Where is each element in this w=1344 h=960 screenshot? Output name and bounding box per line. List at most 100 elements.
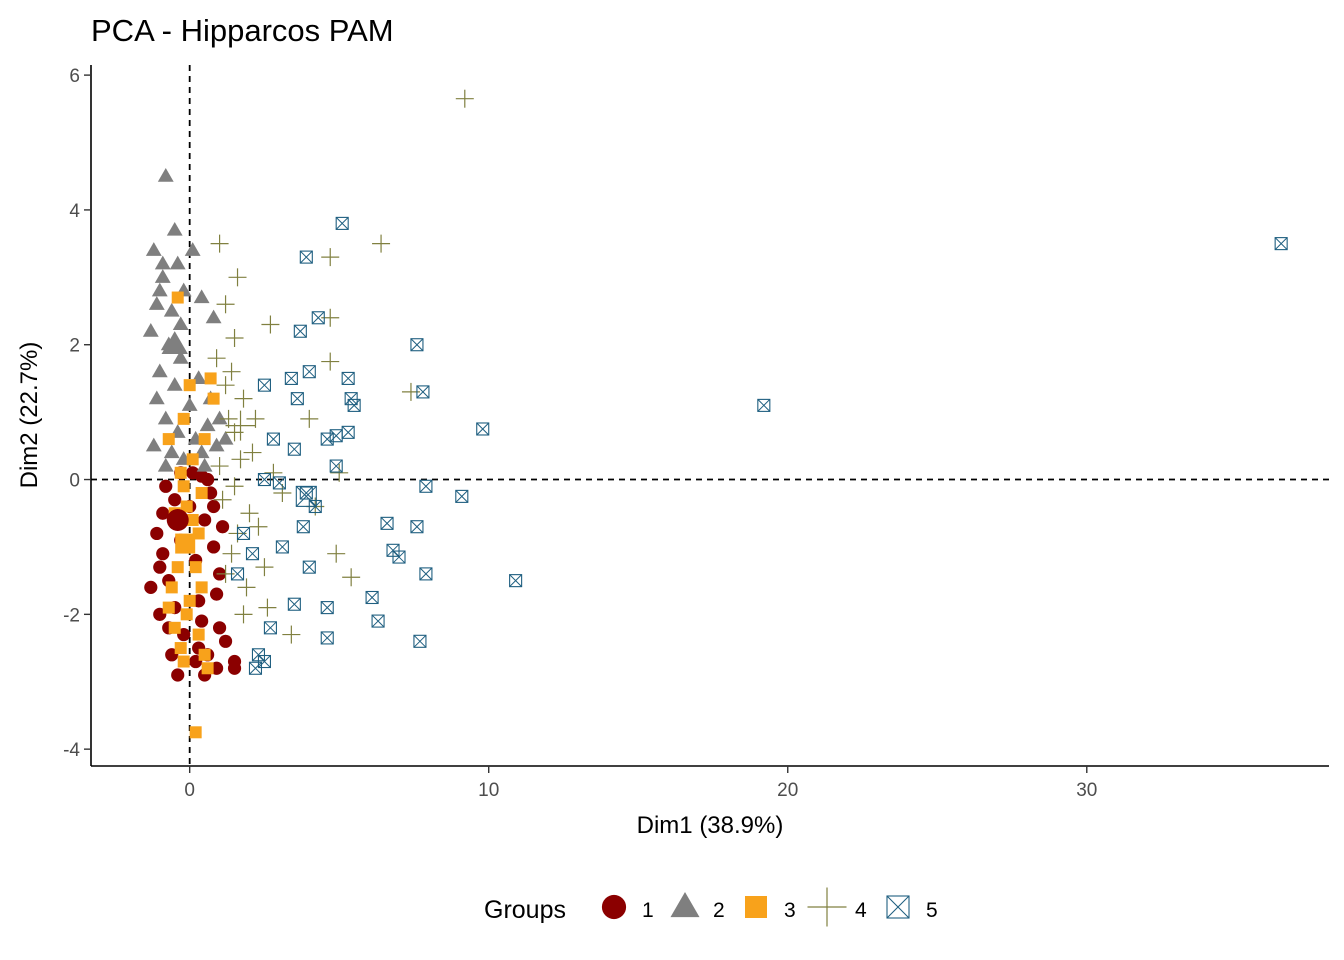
data-point	[174, 642, 187, 655]
series-group-3	[162, 291, 220, 739]
x-tick-label: 20	[777, 780, 798, 801]
data-point	[330, 463, 349, 482]
data-point	[416, 385, 430, 399]
legend-label: 4	[855, 899, 867, 922]
y-tick-label: -4	[63, 740, 80, 761]
x-tick-label: 0	[184, 780, 195, 801]
data-point	[198, 648, 211, 661]
legend-key	[886, 895, 910, 919]
centroid-marker	[161, 331, 188, 354]
data-point	[216, 295, 235, 314]
legend-key	[670, 891, 700, 918]
data-point	[199, 417, 216, 432]
data-point	[290, 392, 304, 406]
legend-label: 3	[784, 899, 796, 922]
data-point	[171, 668, 185, 682]
data-point	[321, 352, 340, 371]
data-point	[148, 390, 165, 405]
data-point	[321, 248, 340, 267]
data-point	[166, 376, 183, 391]
data-point	[210, 457, 229, 476]
data-point	[347, 398, 361, 412]
centroid-marker	[295, 485, 317, 507]
y-tick-label: 6	[69, 66, 80, 87]
y-tick-label: 0	[69, 471, 80, 492]
data-point	[311, 311, 325, 325]
data-point	[365, 590, 379, 605]
data-point	[159, 479, 173, 493]
data-point	[257, 378, 271, 392]
data-point	[165, 581, 178, 594]
data-point	[154, 269, 171, 283]
centroid-marker	[225, 410, 256, 441]
data-point	[341, 425, 355, 439]
series-group-5	[230, 216, 1288, 675]
group-centroids	[161, 331, 317, 554]
data-point	[201, 662, 214, 675]
data-point	[225, 328, 244, 347]
data-point	[225, 477, 244, 496]
data-point	[327, 544, 346, 563]
data-point	[299, 250, 313, 264]
data-point	[207, 349, 226, 368]
data-point	[320, 631, 334, 645]
data-point	[329, 459, 343, 473]
data-point	[192, 527, 205, 540]
data-point	[183, 594, 196, 607]
data-point	[261, 315, 280, 334]
data-point	[172, 350, 189, 364]
data-point	[231, 450, 250, 469]
series-group-4	[207, 89, 474, 644]
y-axis-title: Dim2 (22.7%)	[16, 342, 43, 489]
y-tick-label: -2	[63, 605, 80, 626]
data-point	[372, 234, 391, 253]
data-point	[157, 410, 174, 425]
data-point	[419, 567, 433, 581]
data-point	[163, 444, 180, 459]
x-axis-ticks: 0 10 20 30	[184, 766, 1097, 801]
data-point	[177, 655, 190, 668]
data-point	[272, 476, 286, 490]
data-point	[222, 544, 241, 563]
data-point	[156, 547, 170, 561]
data-point	[205, 309, 222, 324]
data-point	[195, 581, 208, 594]
data-point	[249, 517, 268, 536]
data-point	[371, 614, 385, 628]
data-point	[240, 504, 259, 523]
data-point	[151, 363, 168, 378]
data-point	[342, 568, 361, 587]
data-point	[287, 597, 301, 611]
data-point	[335, 216, 349, 230]
data-point	[222, 362, 241, 381]
data-point	[410, 338, 424, 352]
data-point	[172, 316, 189, 331]
data-point	[168, 621, 181, 634]
data-point	[419, 479, 433, 493]
legend: Groups 1 2 3 4 5	[484, 887, 938, 927]
data-point	[455, 89, 474, 108]
data-point	[196, 457, 213, 472]
y-tick-label: 4	[69, 201, 80, 222]
x-tick-label: 10	[478, 780, 499, 801]
data-point	[177, 412, 190, 425]
data-point	[207, 499, 221, 514]
data-point	[216, 376, 235, 395]
data-point	[258, 598, 277, 617]
data-point	[151, 282, 168, 297]
legend-key	[745, 896, 767, 918]
data-point	[302, 560, 316, 574]
data-point	[171, 291, 184, 304]
data-point	[237, 578, 256, 597]
plot-area	[91, 65, 1329, 766]
data-point	[230, 567, 245, 581]
data-point	[246, 409, 265, 428]
x-axis-title: Dim1 (38.9%)	[637, 812, 784, 839]
data-point	[282, 625, 301, 644]
data-point	[180, 608, 193, 621]
x-tick-label: 30	[1076, 780, 1097, 801]
data-point	[184, 242, 201, 256]
data-point	[248, 661, 263, 675]
y-tick-label: 2	[69, 336, 80, 357]
